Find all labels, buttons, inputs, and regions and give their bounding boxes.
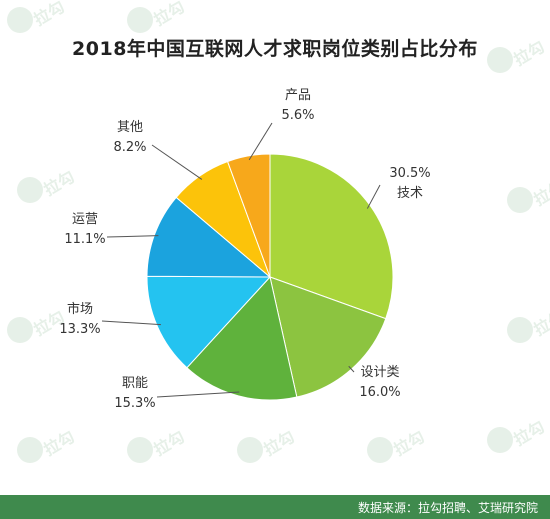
chart-title: 2018年中国互联网人才求职岗位类别占比分布 bbox=[72, 38, 478, 60]
slice-value-2: 16.0% bbox=[359, 385, 400, 400]
slice-label-4: 市场 bbox=[67, 301, 93, 317]
slice-value-3: 15.3% bbox=[114, 396, 155, 411]
pie-slice-1 bbox=[269, 153, 394, 320]
pie-slice-3 bbox=[186, 275, 298, 401]
pie-chart: 技术 30.5% 设计类 16.0% 职能 15.3% 市场 13.3% 运营 11.1% 其他 8.… bbox=[59, 88, 430, 411]
pie-slice-5 bbox=[146, 196, 272, 278]
leader-line-3 bbox=[156, 391, 240, 398]
pie-slice-4 bbox=[146, 275, 272, 369]
leader-line-2 bbox=[348, 365, 355, 373]
slice-label-1: 技术 bbox=[397, 186, 423, 201]
leader-line-7 bbox=[248, 122, 273, 161]
leader-line-6 bbox=[151, 144, 203, 180]
slice-label-6: 其他 bbox=[117, 120, 143, 135]
slice-label-3: 职能 bbox=[122, 376, 148, 391]
slice-value-6: 8.2% bbox=[113, 140, 146, 155]
slice-value-4: 13.3% bbox=[59, 322, 100, 337]
leader-line-1 bbox=[366, 184, 381, 209]
slice-value-5: 11.1% bbox=[64, 232, 105, 247]
source-note: 数据来源：拉勾招聘、艾瑞研究院 bbox=[357, 501, 538, 515]
pie-slice-7 bbox=[226, 153, 271, 278]
leader-line-4 bbox=[101, 320, 161, 326]
slice-value-7: 5.6% bbox=[281, 108, 314, 123]
footer-bar: 数据来源：拉勾招聘、艾瑞研究院 bbox=[0, 495, 550, 519]
slice-label-5: 运营 bbox=[72, 212, 98, 227]
leader-line-5 bbox=[106, 235, 159, 238]
slice-label-7: 产品 bbox=[285, 88, 311, 103]
slice-label-2: 设计类 bbox=[360, 365, 399, 380]
slice-value-1: 30.5% bbox=[389, 166, 430, 181]
